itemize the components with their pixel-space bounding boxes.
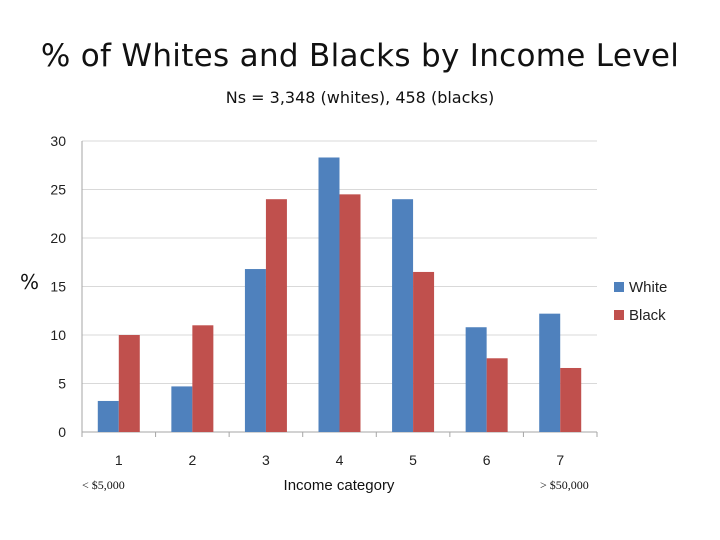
bar-white-5 <box>392 199 413 432</box>
x-tick-6: 6 <box>483 452 491 468</box>
bar-white-1 <box>98 401 119 432</box>
bar-black-2 <box>192 325 213 432</box>
x-tick-1: 1 <box>115 452 123 468</box>
legend: White Black <box>614 279 667 324</box>
bar-black-7 <box>560 368 581 432</box>
x-tick-5: 5 <box>409 452 417 468</box>
bar-black-5 <box>413 272 434 432</box>
bar-white-4 <box>319 157 340 432</box>
legend-label-black: Black <box>629 307 666 324</box>
y-tick-15: 15 <box>50 279 66 295</box>
y-tick-25: 25 <box>50 182 66 198</box>
y-tick-labels: 0 5 10 15 20 25 30 <box>50 133 66 440</box>
x-tick-2: 2 <box>188 452 196 468</box>
lowest-income-note: < $5,000 <box>82 478 125 493</box>
bars <box>98 157 581 432</box>
x-tick-labels: 1 2 3 4 5 6 7 <box>115 452 564 468</box>
y-tick-0: 0 <box>58 424 66 440</box>
bar-black-1 <box>119 335 140 432</box>
legend-swatch-black <box>614 310 624 320</box>
y-tick-20: 20 <box>50 230 66 246</box>
bar-white-6 <box>466 327 487 432</box>
y-tick-30: 30 <box>50 133 66 149</box>
x-axis-title: Income category <box>284 477 395 494</box>
y-tick-5: 5 <box>58 376 66 392</box>
highest-income-note: > $50,000 <box>540 478 589 493</box>
y-tick-10: 10 <box>50 327 66 343</box>
bar-black-4 <box>340 194 361 432</box>
x-tick-4: 4 <box>336 452 344 468</box>
x-tick-7: 7 <box>556 452 564 468</box>
bar-white-7 <box>539 314 560 432</box>
legend-label-white: White <box>629 279 667 296</box>
x-tick-3: 3 <box>262 452 270 468</box>
bar-black-6 <box>487 358 508 432</box>
bar-black-3 <box>266 199 287 432</box>
bar-white-2 <box>171 386 192 432</box>
legend-swatch-white <box>614 282 624 292</box>
bar-white-3 <box>245 269 266 432</box>
